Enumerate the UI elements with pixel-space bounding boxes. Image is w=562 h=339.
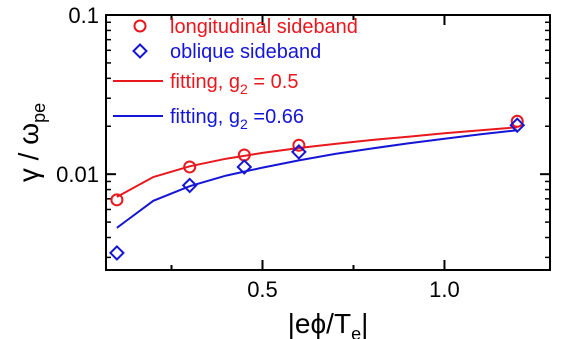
fit-line-3: [116, 129, 518, 229]
data-point-circle: [110, 193, 124, 207]
data-point-circle: [292, 138, 306, 152]
axis-labels: |eϕ/Te| γ / ωpe: [13, 103, 368, 339]
data-point-diamond: [181, 177, 198, 194]
data-point-circle: [510, 114, 524, 128]
legend-label: longitudinal sideband: [170, 16, 358, 38]
legend-marker-diamond: [132, 43, 148, 59]
x-tick-label: 1.0: [429, 277, 460, 302]
y-tick-label: 0.1: [68, 3, 99, 28]
data-point-diamond: [290, 143, 307, 160]
legend-label: fitting, g2 =0.66: [170, 106, 304, 132]
data-point-diamond: [236, 159, 253, 175]
legend-label: oblique sideband: [170, 41, 321, 63]
y-axis-label: γ / ωpe: [13, 103, 49, 182]
data-point-circle: [183, 160, 197, 174]
data-point-diamond: [509, 117, 526, 134]
axes: 0.5 1.0 0.01 0.1: [56, 3, 551, 302]
legend: longitudinal sideband oblique sideband fit…: [113, 16, 358, 132]
plot-frame: [105, 14, 551, 271]
x-axis-label: |eϕ/Te|: [288, 308, 369, 339]
x-tick-label: 0.5: [247, 277, 278, 302]
y-tick-label: 0.01: [56, 162, 99, 187]
series-layer: [109, 114, 526, 261]
data-point-diamond: [109, 245, 125, 261]
legend-label: fitting, g2 = 0.5: [170, 71, 298, 97]
legend-marker-circle: [133, 19, 147, 33]
